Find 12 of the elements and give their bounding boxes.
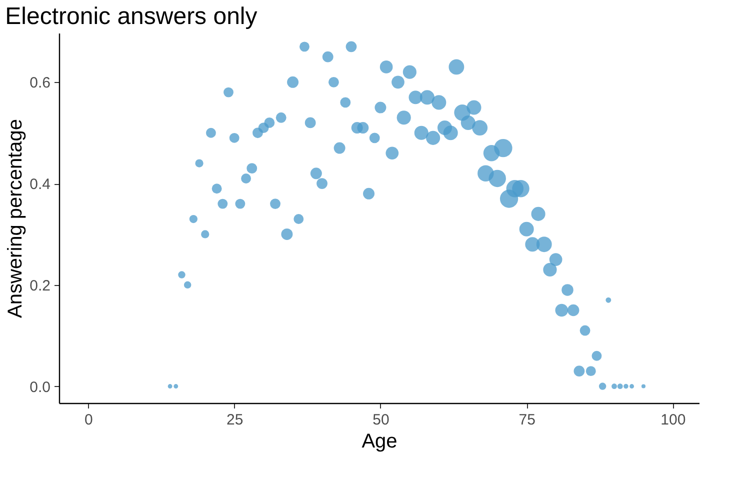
x-tick-label: 50 bbox=[372, 412, 390, 428]
x-tick-label: 0 bbox=[84, 412, 93, 428]
y-tick-label: 0.4 bbox=[30, 176, 50, 194]
chart-title: Electronic answers only bbox=[5, 3, 258, 30]
x-tick-label: 25 bbox=[226, 412, 244, 428]
x-tick-label: 100 bbox=[660, 412, 686, 428]
x-tick-label: 75 bbox=[518, 412, 536, 428]
y-tick-label: 0.2 bbox=[30, 277, 50, 294]
y-tick-label: 0.6 bbox=[30, 74, 50, 92]
y-axis-title: Answering percentage bbox=[4, 118, 27, 318]
y-tick-label: 0.0 bbox=[30, 378, 50, 396]
x-axis-title: Age bbox=[362, 430, 398, 452]
